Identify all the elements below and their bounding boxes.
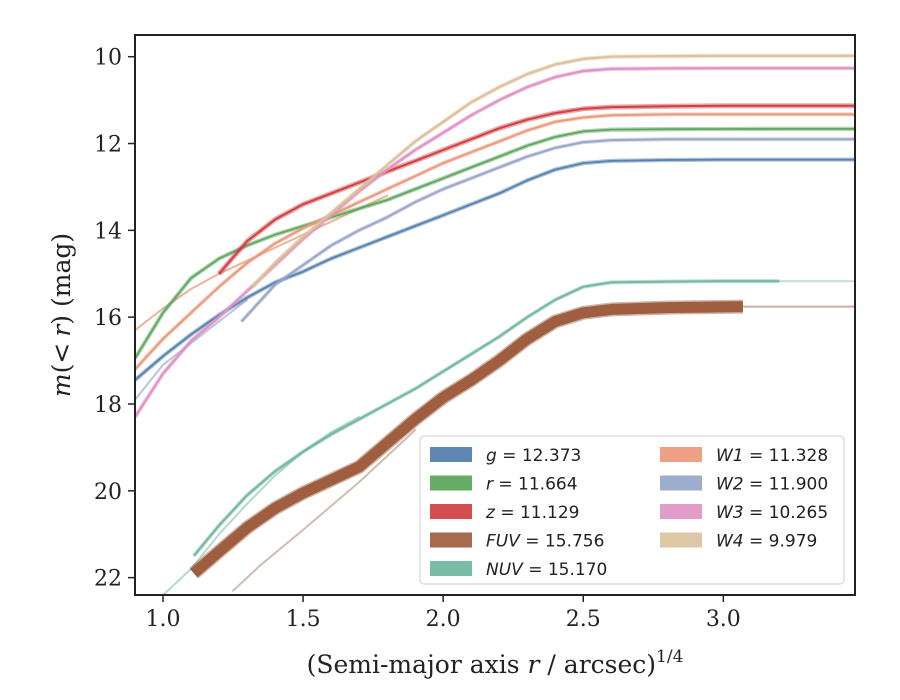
legend-swatch-w2 (660, 475, 702, 491)
legend-frame (419, 435, 845, 585)
series-fuv (189, 299, 743, 579)
x-tick-label: 3.0 (706, 607, 741, 632)
y-tick-label: 18 (94, 393, 122, 418)
series-r (135, 126, 855, 360)
legend-label-w2: W2 = 11.900 (716, 475, 828, 495)
series-w4 (251, 53, 855, 289)
y-axis-label-var-m: m (47, 373, 76, 397)
series-z (217, 103, 855, 276)
y-axis-label-var-r: r (47, 323, 76, 337)
series-g-band (135, 157, 855, 382)
series-z-line (218, 104, 855, 275)
legend-swatch-z (430, 504, 472, 519)
faint-curve-2 (162, 416, 361, 595)
legend-swatch-w1 (660, 447, 702, 462)
series-w1-line (135, 113, 855, 370)
y-tick-label: 12 (94, 133, 122, 158)
x-tick-label: 2.0 (426, 607, 461, 632)
series-w2-band (240, 137, 855, 323)
faint-curve-3 (135, 298, 249, 401)
series-fuv-line (190, 301, 743, 578)
series-g (135, 157, 855, 382)
legend-label-w3: W3 = 10.265 (716, 503, 828, 523)
legend-label-r: r = 11.664 (486, 475, 578, 495)
series-g-line (135, 158, 855, 381)
y-axis-label: m(< r) (mag) (47, 233, 76, 397)
series-curves (135, 53, 855, 579)
legend-swatch-nuv (430, 561, 472, 576)
faint-curve-1 (232, 429, 417, 592)
series-w4-line (251, 54, 855, 288)
series-r-line (135, 128, 855, 359)
x-axis-label-exponent: 1/4 (656, 647, 683, 667)
axis-ticks: 1.0 1.5 2.0 2.5 3.0 10 12 14 16 18 20 22 (94, 46, 741, 632)
x-axis-label-open: (Semi-major axis (307, 650, 528, 679)
y-tick-label: 16 (94, 306, 122, 331)
legend-items: g = 12.373 r = 11.664 z = 11.129 FUV = 15.7… (430, 446, 828, 580)
x-tick-label: 2.5 (566, 607, 601, 632)
legend-label-w1: W1 = 11.328 (716, 446, 828, 466)
legend-swatch-g (430, 447, 472, 462)
series-nuv-line (193, 280, 780, 557)
series-w3 (135, 66, 855, 419)
legend-label-nuv: NUV = 15.170 (486, 560, 607, 580)
y-tick-label: 20 (94, 480, 122, 505)
legend-swatch-w3 (660, 504, 702, 519)
legend-swatch-r (430, 475, 472, 491)
series-nuv (192, 279, 780, 558)
series-w3-line (135, 67, 855, 418)
y-tick-label: 10 (94, 46, 122, 71)
x-axis-label-rest: / arcsec) (539, 650, 656, 679)
series-w2-line (240, 138, 855, 323)
x-tick-label: 1.5 (286, 607, 321, 632)
legend-label-fuv: FUV = 15.756 (486, 532, 604, 552)
x-axis-label: (Semi-major axis r / arcsec)1/4 (307, 647, 684, 679)
series-w1 (135, 112, 855, 371)
legend-swatch-fuv (430, 532, 472, 548)
y-tick-label: 14 (94, 219, 122, 244)
y-axis-label-unit: ) (mag) (47, 233, 76, 325)
legend: g = 12.373 r = 11.664 z = 11.129 FUV = 15.7… (419, 435, 845, 585)
series-w1-band (135, 112, 855, 371)
x-axis-label-var: r (528, 650, 542, 679)
series-w2 (240, 137, 855, 323)
faint-curve-0 (135, 194, 389, 332)
x-tick-label: 1.0 (146, 607, 181, 632)
y-axis-label-lt: (< (47, 343, 76, 374)
y-tick-label: 22 (94, 567, 122, 592)
legend-label-g: g = 12.373 (486, 446, 581, 466)
legend-label-z: z = 11.129 (485, 503, 579, 523)
plot-frame (134, 34, 856, 596)
legend-label-w4: W4 = 9.979 (716, 532, 817, 552)
legend-swatch-w4 (660, 532, 702, 548)
